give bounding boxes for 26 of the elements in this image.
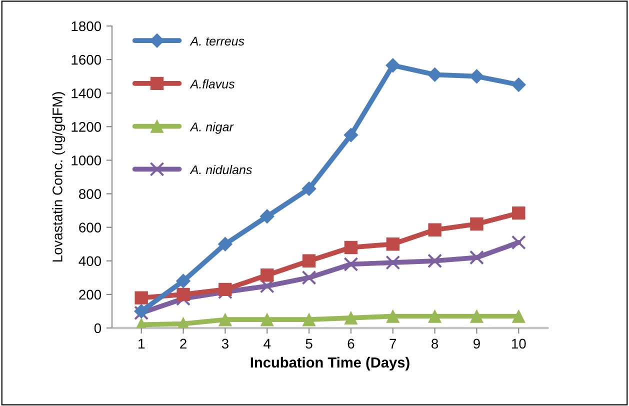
x-tick-label: 3 <box>222 338 228 349</box>
y-tick-label: 1000 <box>72 156 102 166</box>
y-tick-label: 600 <box>79 222 102 233</box>
x-tick-label: 1 <box>138 338 145 348</box>
y-tick-label: 0 <box>94 323 102 334</box>
y-tick-label: 1200 <box>72 122 102 132</box>
y-tick-label: 1600 <box>72 54 102 65</box>
y-tick-label: 800 <box>79 189 102 199</box>
x-tick-label: 7 <box>390 338 396 348</box>
y-tick-label: 200 <box>79 290 102 300</box>
x-axis-title: Incubation Time (Days) <box>250 356 410 371</box>
x-tick-label: 8 <box>432 338 438 349</box>
x-tick-label: 10 <box>512 338 526 349</box>
x-tick-label: 9 <box>474 338 480 349</box>
legend-label: A. nidulans <box>190 165 252 174</box>
legend-label: A. terreus <box>190 36 244 46</box>
y-tick-label: 1800 <box>72 21 102 32</box>
y-tick-label: 400 <box>78 256 102 266</box>
x-tick-label: 6 <box>348 338 354 349</box>
legend-label: A.flavus <box>190 79 235 88</box>
y-axis-title: Lovastatin Conc. (ug/gdFM) <box>52 92 66 262</box>
x-tick-label: 2 <box>180 338 186 348</box>
legend-label: A. nigar <box>190 122 234 134</box>
x-tick-label: 4 <box>264 338 271 348</box>
x-tick-label: 5 <box>306 338 312 349</box>
y-tick-label: 1400 <box>72 88 102 98</box>
